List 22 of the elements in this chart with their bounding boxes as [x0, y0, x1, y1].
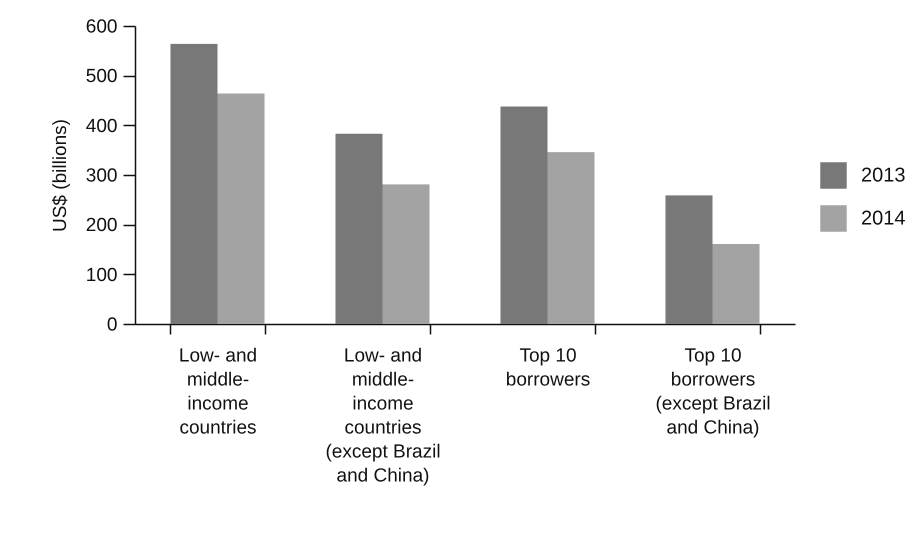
x-tick-label: Top 10 borrowers (except Brazil and China) — [655, 346, 771, 438]
bar — [170, 44, 218, 324]
y-tick-label: 600 — [86, 16, 118, 38]
bar — [335, 134, 382, 324]
bar — [382, 184, 430, 324]
bar — [665, 195, 712, 324]
y-tick-label: 500 — [86, 66, 118, 88]
legend-label: 2014 — [861, 208, 906, 230]
bar — [712, 244, 760, 324]
x-tick-label: Low- and middle- income countries — [178, 346, 258, 438]
bar — [500, 106, 548, 324]
bar — [548, 152, 595, 324]
y-tick-label: 200 — [86, 215, 118, 236]
x-tick-label: Low- and middle- income countries (except Brazil and China) — [325, 346, 441, 486]
y-tick-label: 300 — [86, 166, 118, 186]
legend-label: 2013 — [861, 164, 906, 186]
y-tick-label: 0 — [106, 314, 118, 336]
bar — [218, 94, 265, 324]
y-axis-title: US$ (billions) — [50, 119, 71, 232]
x-tick-label: Top 10 borrowers — [506, 346, 590, 390]
y-tick-label: 100 — [86, 264, 118, 286]
y-tick-label: 400 — [86, 116, 118, 137]
